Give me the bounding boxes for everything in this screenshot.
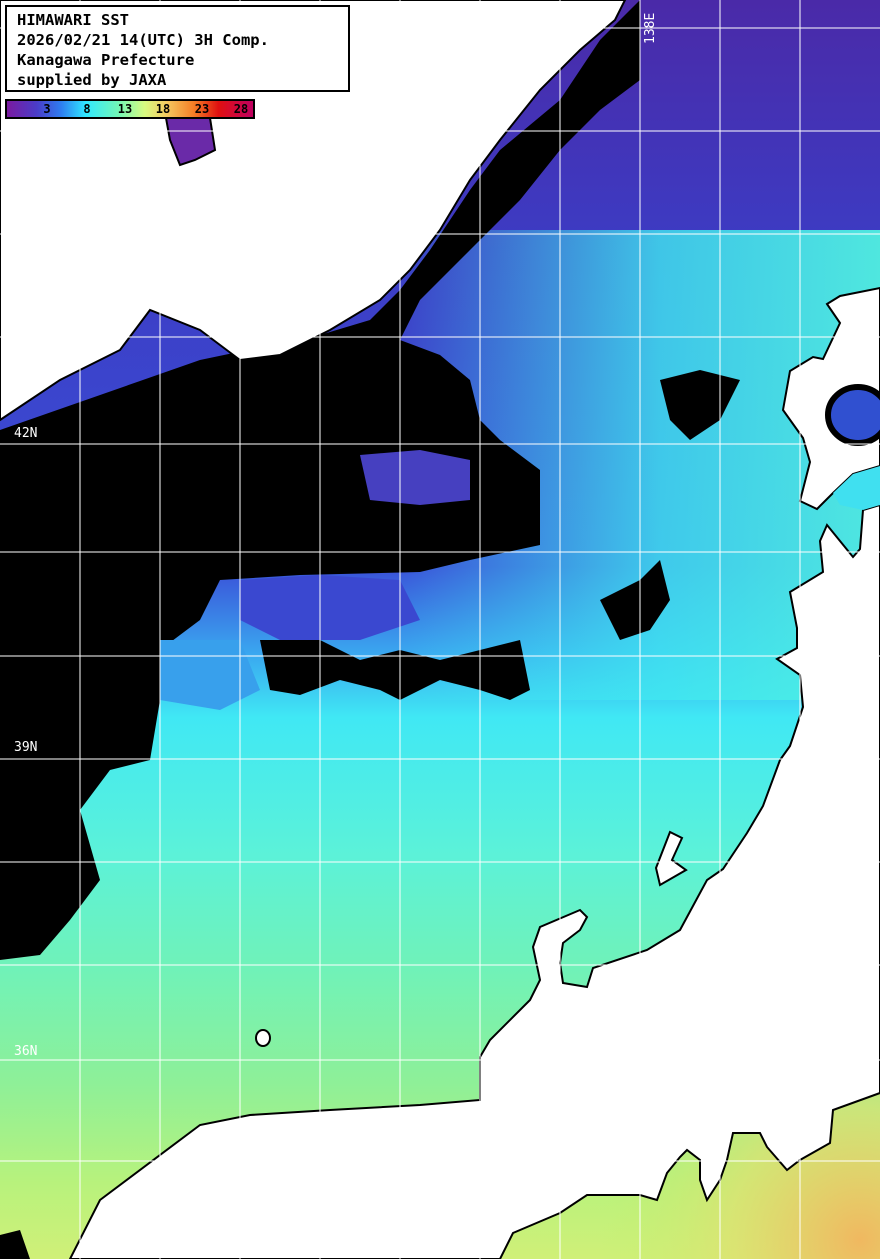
legend-tick: 3	[43, 102, 51, 116]
map-credit: supplied by JAXA	[17, 71, 167, 89]
land-sado-island	[654, 830, 688, 887]
map-title: HIMAWARI SST	[17, 11, 129, 29]
temperature-color-scale: 3 8 13 18 23 28	[5, 99, 255, 119]
map-datetime: 2026/02/21 14(UTC) 3H Comp.	[17, 31, 269, 49]
lat-label-39n: 39N	[14, 740, 38, 755]
legend-tick: 13	[117, 102, 133, 116]
sea-tsugaru-strait	[833, 466, 880, 510]
sea-uchiura-bay	[825, 384, 880, 446]
land-honshu	[68, 503, 880, 1259]
land-oki-island	[255, 1029, 271, 1047]
lon-label-138e: 138E	[643, 12, 658, 44]
info-box: HIMAWARI SST 2026/02/21 14(UTC) 3H Comp.…	[5, 5, 350, 92]
cloud-patch	[0, 1230, 30, 1259]
legend-tick: 23	[194, 102, 210, 116]
map-organization: Kanagawa Prefecture	[17, 51, 195, 69]
cloud-patch	[600, 560, 670, 640]
legend-tick: 8	[83, 102, 91, 116]
lat-label-36n: 36N	[14, 1044, 38, 1059]
lat-label-42n: 42N	[14, 426, 38, 441]
cloud-patch	[260, 640, 530, 700]
sea-clear-patches	[160, 450, 470, 710]
legend-tick: 28	[233, 102, 249, 116]
legend-tick: 18	[155, 102, 171, 116]
